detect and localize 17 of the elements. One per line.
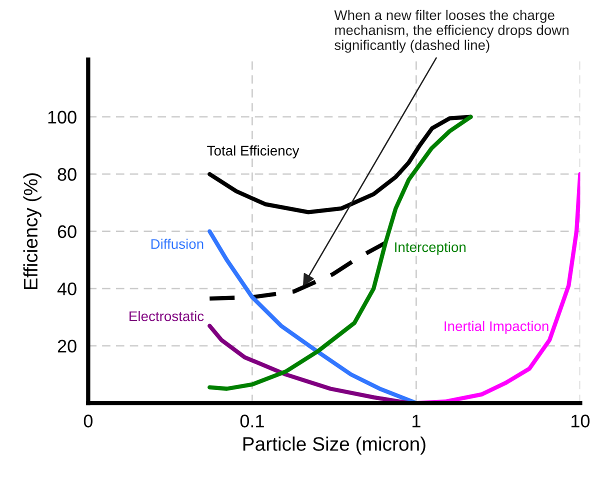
x-tick-label: 1 (412, 414, 420, 428)
y-tick-label: 60 (58, 225, 76, 238)
y-axis-title: Efficiency (%) (23, 173, 42, 290)
series-label: Diffusion (151, 238, 204, 249)
series-label: Inertial Impaction (444, 320, 548, 334)
x-axis-title: Particle Size (micron) (243, 436, 426, 455)
x-tick-label: 10 (572, 414, 590, 428)
series-label: Total Efficiency (207, 145, 300, 158)
y-tick-label: 100 (48, 110, 76, 124)
series-label: Electrostatic (130, 310, 204, 322)
y-tick-label: 40 (57, 282, 76, 296)
y-tick-label: 80 (58, 168, 76, 181)
series-label: Interception (395, 242, 466, 255)
annotation: When a new filter looses the charge mechanism, the efficiency drops down significantly (dashed line) (334, 10, 569, 53)
x-tick-label: 0 (84, 414, 93, 428)
x-tick-label: 0.1 (240, 414, 264, 428)
y-tick-label: 20 (58, 340, 76, 353)
